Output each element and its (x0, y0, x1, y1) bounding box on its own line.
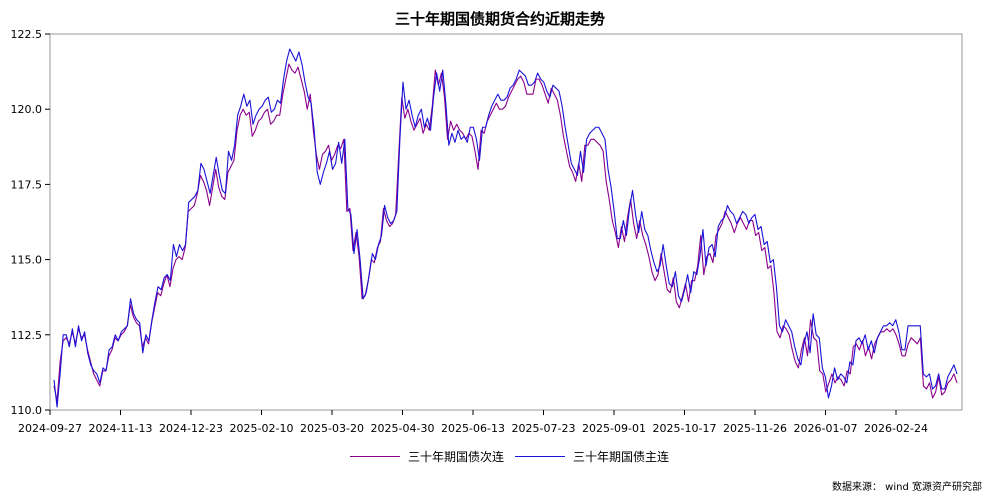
legend-swatch-secondary (350, 456, 400, 457)
legend-item-secondary: 三十年期国债次连 (350, 448, 504, 465)
legend-label-secondary: 三十年期国债次连 (408, 450, 505, 464)
x-tick-label: 2025-07-23 (512, 422, 576, 435)
y-tick-label: 122.5 (11, 28, 43, 41)
x-tick-label: 2024-11-13 (89, 422, 153, 435)
legend: 三十年期国债次连 三十年期国债主连 (0, 448, 1000, 468)
x-tick-label: 2026-01-07 (794, 422, 858, 435)
x-tick-label: 2025-02-10 (230, 422, 294, 435)
x-tick-label: 2025-06-13 (441, 422, 505, 435)
y-tick-label: 120.0 (11, 103, 43, 116)
x-tick-label: 2025-04-30 (371, 422, 435, 435)
y-tick-label: 112.5 (11, 329, 43, 342)
x-tick-label: 2025-10-17 (653, 422, 717, 435)
plot-area-frame (49, 33, 963, 411)
y-tick-label: 117.5 (11, 178, 43, 191)
x-tick-label: 2025-03-20 (300, 422, 364, 435)
x-tick-label: 2025-11-26 (723, 422, 787, 435)
x-axis: 2024-09-27 2024-11-13 2024-12-23 2025-02-10… (18, 410, 928, 435)
y-axis: 110.0 112.5 115.0 117.5 120.0 122.5 (11, 28, 50, 417)
x-tick-label: 2026-02-24 (864, 422, 928, 435)
x-tick-label: 2024-12-23 (159, 422, 223, 435)
legend-swatch-main (515, 456, 565, 457)
legend-label-main: 三十年期国债主连 (573, 450, 670, 464)
chart-title: 三十年期国债期货合约近期走势 (394, 10, 605, 28)
series-layer (53, 48, 958, 408)
x-tick-label: 2024-09-27 (18, 422, 82, 435)
source-note: 数据来源： wind 宽源资产研究部 (832, 482, 982, 493)
series-line-secondary (53, 63, 958, 402)
legend-item-main: 三十年期国债主连 (515, 448, 669, 465)
series-line-main (53, 48, 958, 408)
y-tick-label: 110.0 (11, 404, 43, 417)
y-tick-label: 115.0 (11, 254, 43, 267)
x-tick-label: 2025-09-01 (582, 422, 646, 435)
